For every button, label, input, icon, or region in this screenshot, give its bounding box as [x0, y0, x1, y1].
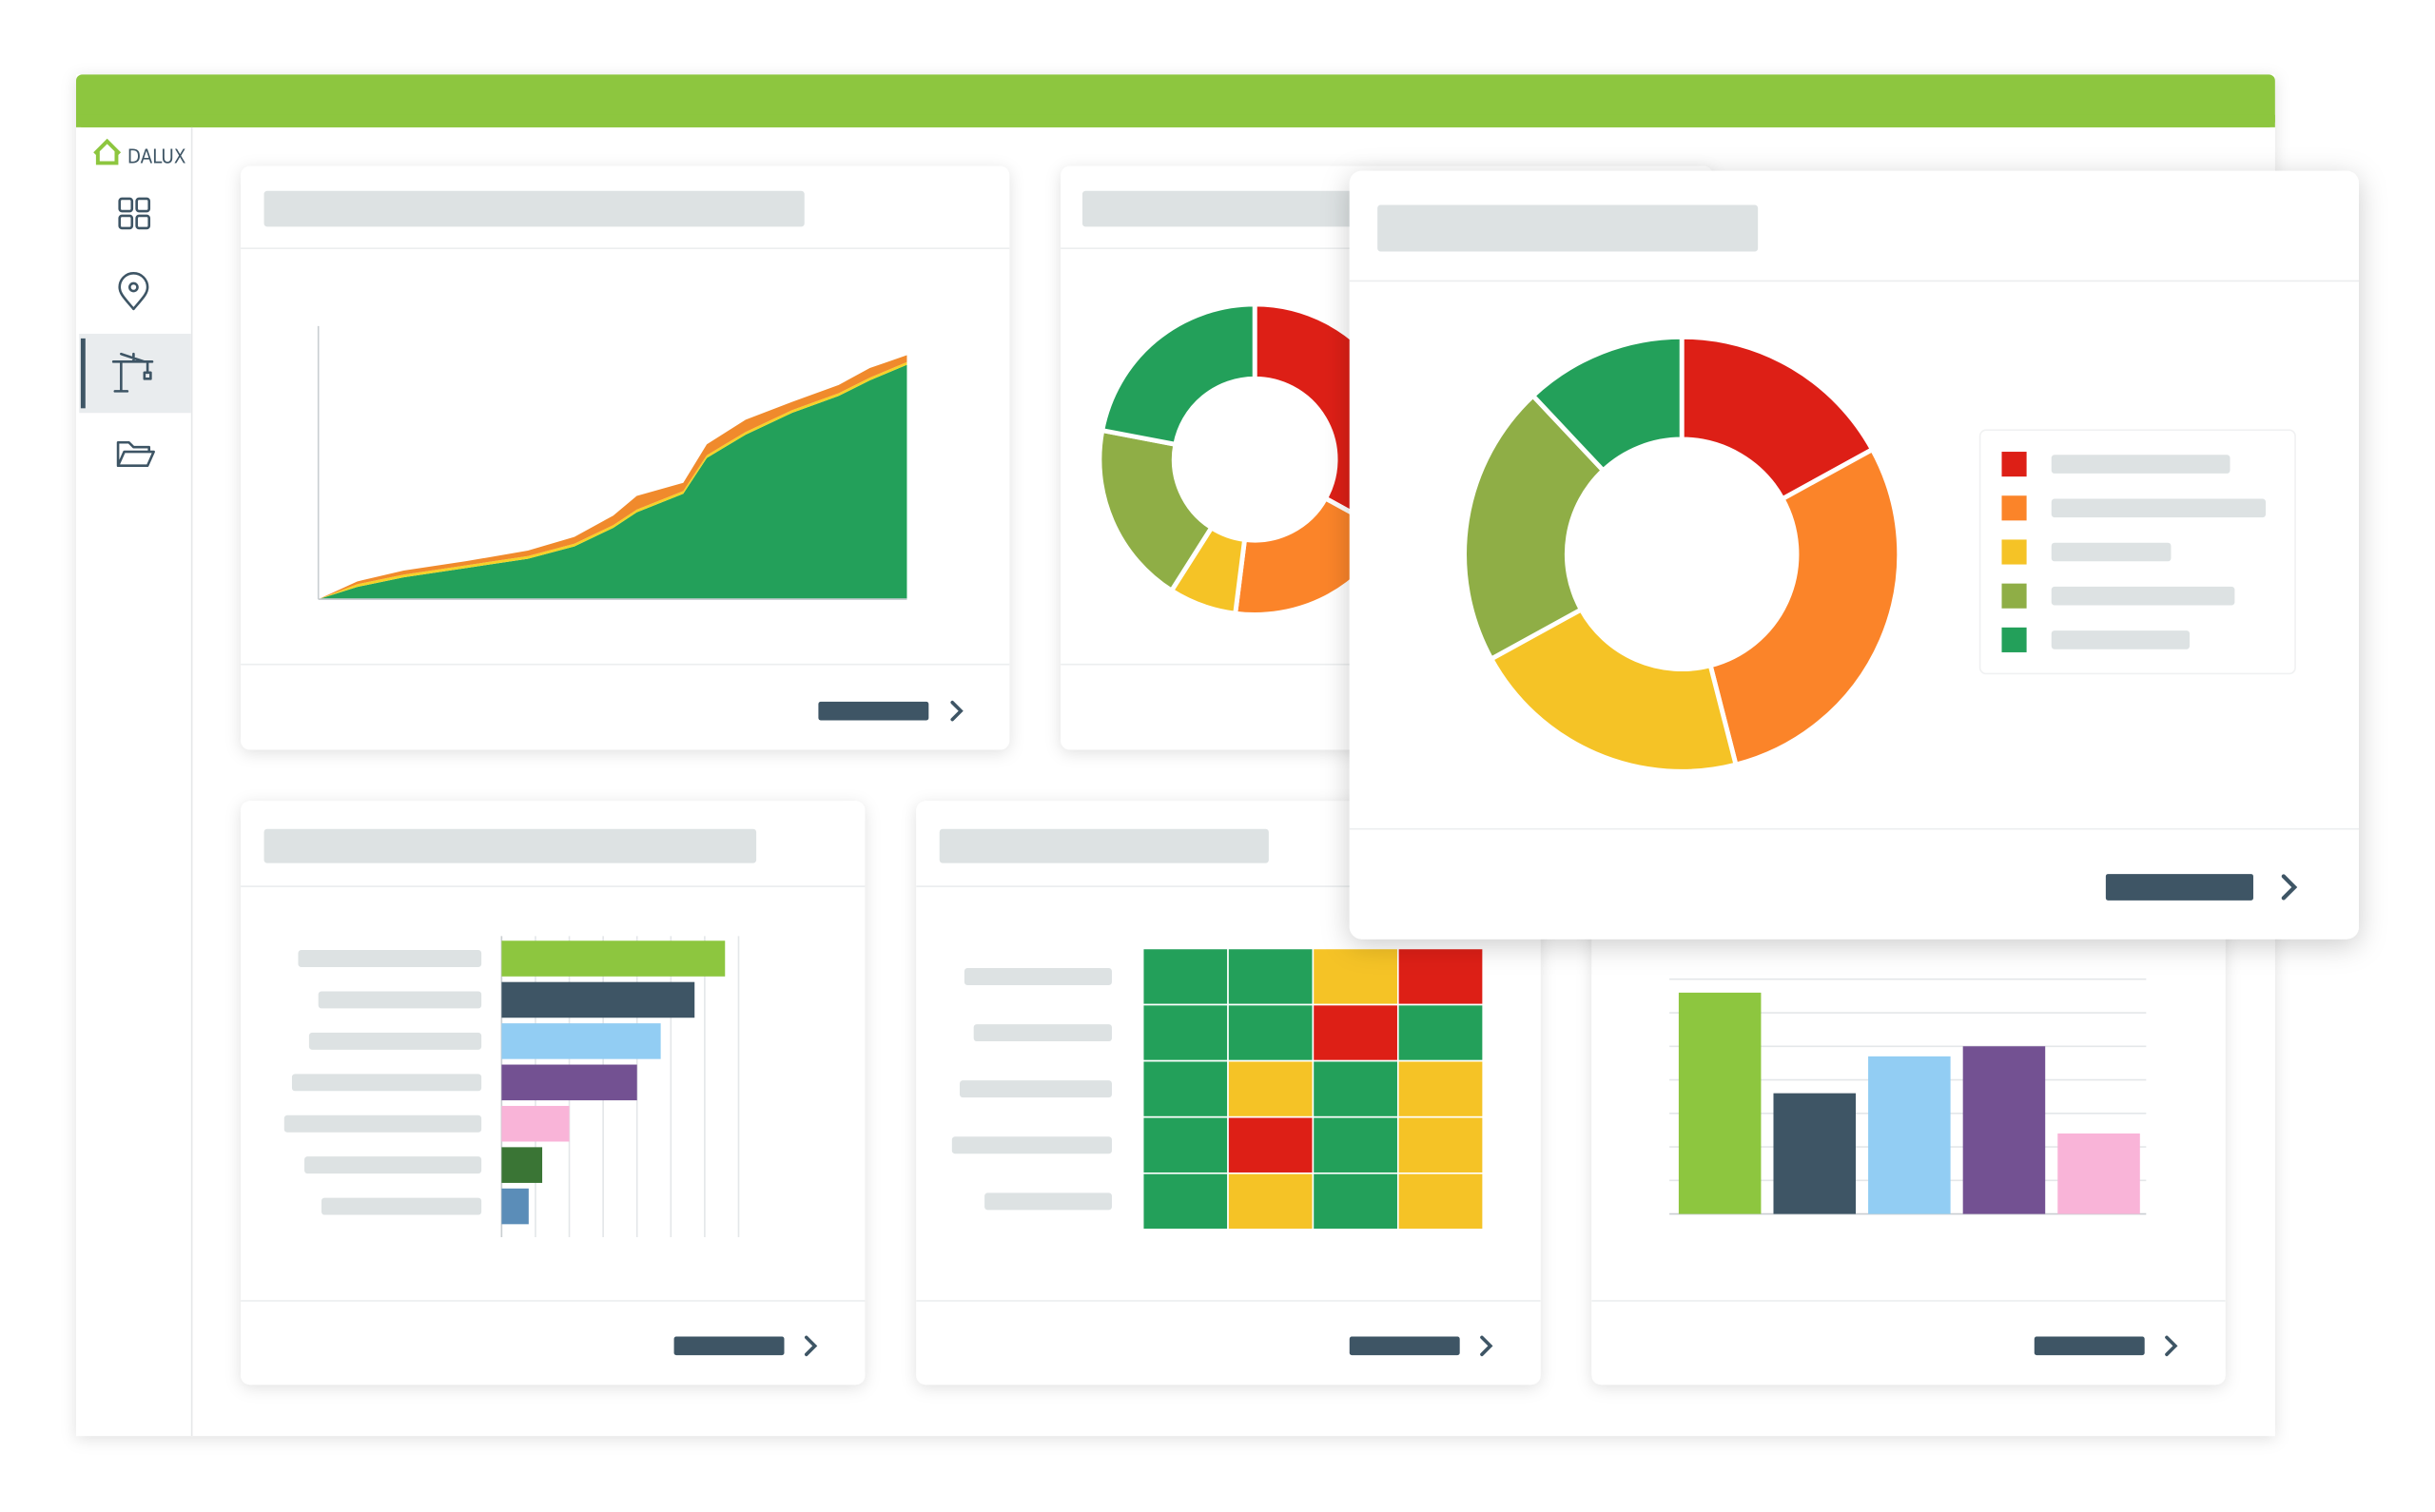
heatmap-cell	[1312, 947, 1399, 1006]
legend-label-placeholder	[2051, 455, 2230, 474]
card-link[interactable]	[2105, 874, 2253, 901]
row-label-placeholder	[951, 1136, 1112, 1154]
legend-swatch	[2001, 583, 2027, 609]
bar	[501, 1188, 529, 1225]
bar	[1868, 1056, 1951, 1214]
nav-dashboard[interactable]	[118, 197, 151, 230]
heatmap-cell	[1227, 1115, 1315, 1174]
legend-swatch	[2001, 495, 2027, 521]
heatmap-cell	[1141, 947, 1229, 1006]
heatmap-cell	[1227, 1003, 1315, 1062]
row-label-placeholder	[984, 1192, 1112, 1211]
legend-label-placeholder	[2051, 542, 2172, 562]
card-hbar	[241, 801, 866, 1386]
legend-label-placeholder	[2051, 498, 2267, 518]
nav-construction[interactable]	[111, 352, 154, 393]
bar	[1773, 1093, 1857, 1214]
logo: DALUX	[93, 138, 186, 167]
card-link[interactable]	[818, 701, 929, 721]
donut-slice	[1679, 334, 1876, 502]
legend-swatch	[2001, 539, 2027, 565]
card-heatmap	[916, 801, 1541, 1386]
donut-slice	[1097, 427, 1216, 594]
nav-active-bg	[79, 333, 191, 414]
card-link[interactable]	[673, 1336, 785, 1356]
donut-slice	[1099, 301, 1257, 448]
logo-icon	[93, 138, 122, 165]
legend	[1978, 429, 2296, 675]
nav-active-indicator	[80, 338, 86, 409]
heatmap-cell	[1312, 1115, 1399, 1174]
row-label-placeholder	[283, 1115, 482, 1133]
heatmap-cell	[1227, 1172, 1315, 1231]
area-series	[318, 364, 907, 600]
row-label-placeholder	[318, 991, 482, 1009]
heatmap-cell	[1141, 1115, 1229, 1174]
donut-slice	[1462, 392, 1607, 663]
donut-slice	[1529, 334, 1685, 475]
logo-text: DALUX	[127, 145, 186, 167]
heatmap-cell	[1227, 947, 1315, 1006]
bar	[2057, 1133, 2140, 1214]
legend-label-placeholder	[2051, 630, 2191, 649]
bar	[1678, 992, 1762, 1214]
bar	[501, 940, 726, 977]
row-label-placeholder	[298, 950, 482, 968]
card-chevron[interactable]	[2281, 874, 2298, 901]
nav-map[interactable]	[118, 272, 149, 311]
row-label-placeholder	[964, 967, 1112, 985]
row-label-placeholder	[291, 1074, 482, 1092]
bar	[501, 1023, 661, 1059]
legend-swatch	[2001, 627, 2027, 652]
legend-swatch	[2001, 452, 2027, 477]
bar	[501, 1064, 637, 1101]
bar	[501, 1147, 543, 1183]
card-link[interactable]	[2034, 1336, 2145, 1356]
card-title-placeholder	[939, 828, 1269, 863]
heatmap-cell	[1227, 1059, 1315, 1118]
heatmap-cell	[1312, 1172, 1399, 1231]
card-chevron[interactable]	[950, 700, 964, 722]
card-chevron[interactable]	[2165, 1335, 2178, 1357]
row-label-placeholder	[973, 1024, 1112, 1042]
heatmap-cell	[1141, 1059, 1229, 1118]
row-label-placeholder	[959, 1080, 1112, 1098]
top-bar	[76, 74, 2275, 127]
card-title-placeholder	[263, 828, 757, 863]
row-label-placeholder	[304, 1156, 482, 1174]
top-bar-base	[76, 114, 2275, 127]
card-chevron[interactable]	[804, 1335, 818, 1357]
heatmap-cell	[1312, 1003, 1399, 1062]
bar	[1962, 1046, 2046, 1214]
heatmap-cell	[1396, 1172, 1484, 1231]
nav-files[interactable]	[116, 440, 155, 468]
card-area	[241, 165, 1010, 750]
card-title-placeholder	[263, 190, 805, 227]
card-link[interactable]	[1349, 1336, 1460, 1356]
heatmap-cell	[1396, 947, 1484, 1006]
heatmap-cell	[1396, 1003, 1484, 1062]
heatmap-cell	[1396, 1059, 1484, 1118]
card	[241, 165, 1010, 750]
card-donut-large	[1349, 170, 2359, 940]
donut-slice	[1707, 446, 1902, 768]
heatmap-cell	[1141, 1003, 1229, 1062]
heatmap-cell	[1141, 1172, 1229, 1231]
card-title-placeholder	[1377, 204, 1759, 252]
card-chevron[interactable]	[1480, 1335, 1493, 1357]
row-label-placeholder	[321, 1197, 482, 1215]
donut-slice	[1488, 606, 1739, 774]
bar	[501, 981, 695, 1018]
bar	[501, 1105, 570, 1142]
legend-label-placeholder	[2051, 586, 2235, 606]
row-label-placeholder	[308, 1032, 482, 1050]
heatmap-cell	[1396, 1115, 1484, 1174]
area-series	[318, 355, 907, 600]
heatmap-cell	[1312, 1059, 1399, 1118]
